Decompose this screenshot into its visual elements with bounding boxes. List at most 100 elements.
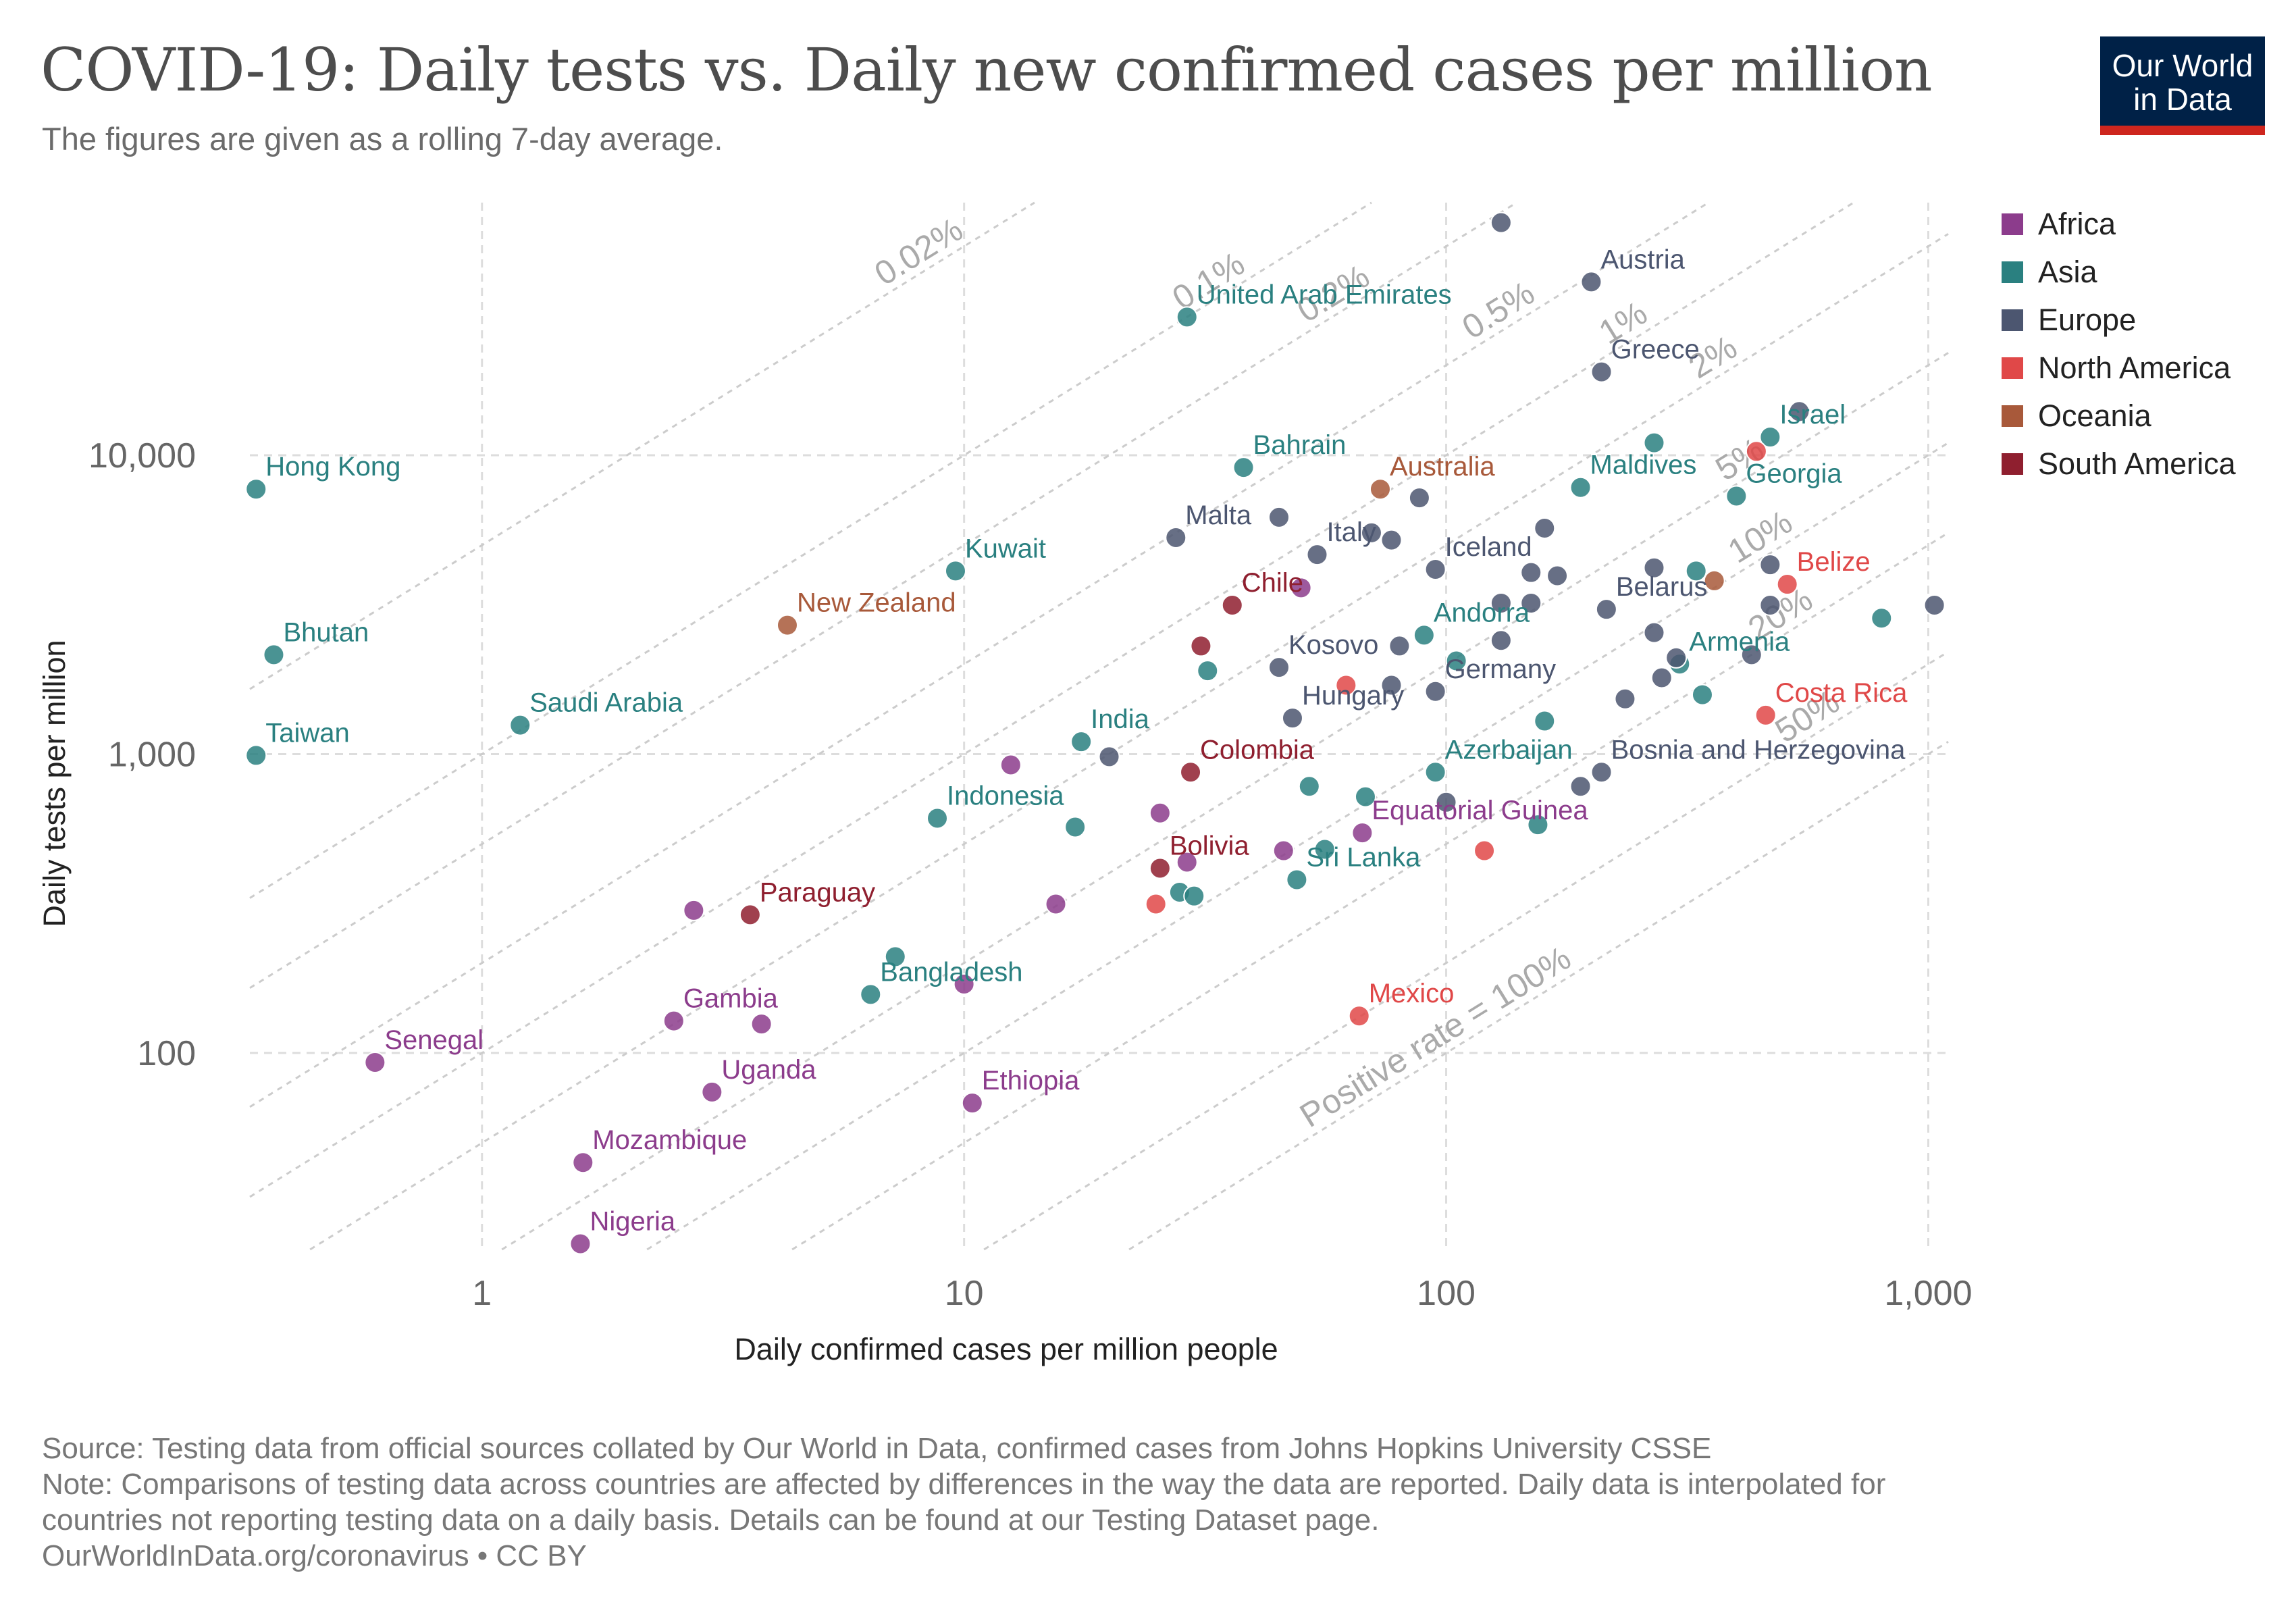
- data-point: [1190, 635, 1212, 657]
- data-point: [1290, 577, 1312, 599]
- positive-rate-label: Positive rate = 100%: [1293, 939, 1577, 1135]
- x-tick-label: 10: [945, 1274, 984, 1313]
- data-point: [1527, 814, 1549, 836]
- data-point: [1176, 306, 1198, 328]
- footer-note-1: Note: Comparisons of testing data across…: [42, 1468, 1886, 1501]
- point-label: Maldives: [1590, 451, 1697, 480]
- positive-rate-label: 0.5%: [1455, 274, 1540, 346]
- point-label: Paraguay: [760, 877, 875, 907]
- grid-layer: [250, 203, 1948, 1250]
- data-point: [683, 899, 705, 921]
- data-point: [1180, 761, 1202, 783]
- legend: Africa Asia Europe North America Oceania Sout…: [2002, 200, 2236, 488]
- legend-swatch: [2002, 357, 2023, 379]
- legend-label: North America: [2038, 350, 2231, 385]
- data-point: [953, 973, 975, 996]
- legend-label: South America: [2038, 446, 2236, 481]
- point-label: Bangladesh: [880, 957, 1022, 987]
- data-point: [1703, 569, 1725, 592]
- data-point: [944, 560, 966, 582]
- legend-label: Europe: [2038, 302, 2137, 337]
- point-label: Costa Rica: [1775, 678, 1908, 708]
- legend-item[interactable]: Asia: [2002, 248, 2236, 296]
- footer-url[interactable]: OurWorldInData.org/coronavirus • CC BY: [42, 1539, 587, 1572]
- data-point: [1286, 869, 1308, 891]
- data-point: [1580, 271, 1602, 293]
- data-point: [1520, 561, 1542, 584]
- point-label: Australia: [1390, 452, 1495, 482]
- data-point: [1408, 487, 1430, 509]
- legend-label: Oceania: [2038, 398, 2151, 433]
- point-label: Belize: [1797, 547, 1871, 577]
- data-point: [1145, 893, 1167, 915]
- data-point: [263, 644, 285, 666]
- data-point: [1590, 361, 1613, 383]
- point-label: Senegal: [384, 1025, 484, 1055]
- data-point: [1759, 594, 1781, 616]
- data-point: [1176, 851, 1198, 873]
- point-label: New Zealand: [797, 588, 956, 618]
- data-point: [1691, 684, 1713, 706]
- point-label: Georgia: [1746, 459, 1842, 488]
- point-label: Austria: [1600, 245, 1685, 274]
- footer: Source: Testing data from official sourc…: [42, 1431, 1885, 1574]
- legend-item[interactable]: Oceania: [2002, 392, 2236, 440]
- point-label: India: [1091, 704, 1149, 734]
- data-point: [1923, 594, 1946, 616]
- data-point: [1643, 557, 1665, 579]
- point-label: Andorra: [1434, 598, 1530, 627]
- data-point: [884, 946, 906, 968]
- legend-swatch: [2002, 309, 2023, 331]
- point-label: Uganda: [721, 1055, 816, 1085]
- positive-rate-line: [249, 201, 1035, 690]
- data-point: [1165, 526, 1187, 548]
- data-point: [1149, 857, 1171, 879]
- owid-logo[interactable]: Our World in Data: [2100, 36, 2265, 135]
- data-point: [961, 1092, 983, 1114]
- x-tick-label: 1,000: [1884, 1274, 1972, 1313]
- legend-swatch: [2002, 261, 2023, 283]
- x-tick-label: 1: [472, 1274, 492, 1313]
- data-point: [1424, 680, 1446, 702]
- legend-swatch: [2002, 453, 2023, 475]
- legend-label: Africa: [2038, 206, 2116, 241]
- y-tick-label: 100: [137, 1034, 196, 1073]
- data-point: [750, 1013, 773, 1035]
- point-label: Kosovo: [1288, 630, 1378, 660]
- data-point: [1360, 521, 1382, 544]
- data-point: [1650, 667, 1673, 689]
- data-point: [1614, 688, 1636, 710]
- data-point: [1643, 432, 1665, 454]
- data-point: [1298, 775, 1320, 798]
- positive-rate-line: [501, 352, 1949, 1251]
- data-point: [1098, 746, 1120, 768]
- legend-item[interactable]: Africa: [2002, 200, 2236, 248]
- data-point: [1272, 840, 1295, 862]
- data-point: [572, 1152, 594, 1174]
- data-point: [1424, 558, 1446, 580]
- point-label: Greece: [1611, 335, 1700, 365]
- positive-rate-line: [249, 201, 1854, 1198]
- legend-item[interactable]: South America: [2002, 440, 2236, 488]
- positive-rate-line: [249, 201, 1372, 899]
- legend-item[interactable]: Europe: [2002, 296, 2236, 344]
- point-label: Mozambique: [592, 1125, 747, 1155]
- data-point: [1490, 211, 1512, 234]
- data-point: [1388, 635, 1411, 657]
- legend-item[interactable]: North America: [2002, 344, 2236, 392]
- point-label: Iceland: [1445, 532, 1532, 562]
- data-point: [1725, 485, 1748, 507]
- data-point: [927, 807, 949, 829]
- data-point: [1369, 478, 1391, 500]
- data-point: [1776, 573, 1798, 596]
- point-label: Malta: [1185, 500, 1252, 530]
- data-point: [1871, 607, 1893, 629]
- data-point: [1490, 629, 1512, 652]
- data-point: [1183, 885, 1205, 907]
- point-label: Ethiopia: [982, 1066, 1080, 1096]
- data-point: [1473, 840, 1496, 862]
- data-point: [1745, 440, 1767, 463]
- data-point: [1740, 644, 1763, 666]
- data-point: [1351, 822, 1374, 844]
- scatter-chart: 0.02% 0.1% 0.2% 0.5% 1%2%5%10%20%50%Positive…: [37, 201, 1973, 1366]
